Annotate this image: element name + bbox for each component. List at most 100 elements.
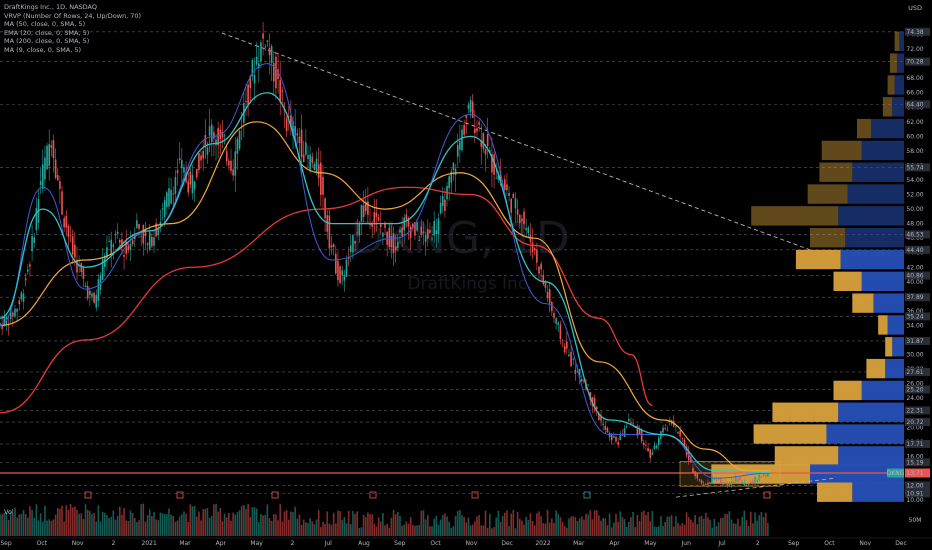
candle-body bbox=[606, 427, 609, 433]
candle-body bbox=[138, 223, 140, 229]
candle-body bbox=[726, 484, 729, 485]
trendline-ascending[interactable] bbox=[675, 477, 836, 498]
vp-up-bar bbox=[826, 424, 904, 444]
candle-body bbox=[245, 101, 247, 102]
candle-body bbox=[375, 212, 378, 218]
volume-bar bbox=[503, 512, 506, 536]
price-tag-bg bbox=[905, 418, 930, 427]
candle-body bbox=[382, 232, 384, 237]
x-tick-label: 2021 bbox=[142, 540, 157, 547]
volume-bar bbox=[420, 510, 423, 536]
legend-indicator-vrvp[interactable]: VRVP (Number Of Rows, 24, Up/Down, 70) bbox=[4, 11, 142, 20]
candle-body bbox=[153, 237, 155, 246]
volume-bar bbox=[495, 517, 498, 536]
volume-bar bbox=[86, 509, 89, 536]
vp-down-bar bbox=[821, 140, 862, 161]
legend-indicator-ma50[interactable]: MA (50, close, 0, SMA, 5) bbox=[4, 20, 86, 29]
event-marker[interactable] bbox=[176, 491, 184, 499]
y-tick-label: 60.00 bbox=[906, 133, 923, 140]
volume-bar bbox=[187, 521, 190, 536]
candle-body bbox=[285, 118, 288, 132]
x-tick-label: Oct bbox=[824, 540, 835, 547]
candle-body bbox=[337, 260, 339, 281]
candle-body bbox=[208, 126, 211, 136]
vp-up-bar bbox=[852, 482, 904, 502]
volume-bar bbox=[666, 516, 669, 536]
candle-body bbox=[356, 232, 358, 234]
x-tick-label: 2 bbox=[290, 540, 294, 547]
candle-body bbox=[206, 147, 209, 155]
x-tick-label: Sep bbox=[0, 540, 12, 547]
vp-down-bar bbox=[887, 75, 895, 95]
candle-body bbox=[407, 218, 410, 227]
price-tag-label: 22.31 bbox=[906, 407, 923, 414]
volume-bar bbox=[95, 521, 98, 536]
candle-body bbox=[474, 128, 476, 134]
legend-indicator-ema20[interactable]: EMA (20, close, 0, SMA, 5) bbox=[4, 28, 90, 37]
volume-bar bbox=[760, 511, 763, 536]
legend-indicator-ma9[interactable]: MA (9, close, 0, SMA, 5) bbox=[4, 45, 82, 54]
price-tag-bg bbox=[905, 458, 930, 467]
volume-bar bbox=[215, 503, 217, 536]
volume-bar bbox=[720, 518, 722, 536]
candle-body bbox=[166, 192, 168, 208]
volume-bar bbox=[101, 512, 104, 536]
volume-bar bbox=[441, 514, 444, 536]
volume-bar bbox=[146, 515, 149, 536]
candle-body bbox=[116, 231, 119, 234]
volume-bar bbox=[347, 510, 350, 536]
candle-body bbox=[414, 222, 416, 236]
candle-body bbox=[583, 380, 585, 382]
event-marker[interactable] bbox=[84, 491, 92, 499]
volume-bar bbox=[414, 525, 416, 536]
candle-body bbox=[610, 433, 613, 441]
price-tag-label: 17.71 bbox=[906, 441, 923, 448]
volume-bar bbox=[439, 519, 442, 536]
event-marker[interactable] bbox=[369, 491, 377, 499]
candle-body bbox=[536, 249, 538, 263]
vp-down-bar bbox=[833, 380, 862, 401]
volume-bar bbox=[384, 525, 386, 536]
volume-bar bbox=[625, 526, 628, 536]
volume-bar bbox=[431, 526, 433, 536]
candle-body bbox=[33, 237, 36, 243]
vp-down-bar bbox=[857, 118, 872, 139]
volume-bar bbox=[151, 515, 153, 536]
vp-down-bar bbox=[772, 402, 839, 422]
candle-body bbox=[67, 225, 70, 237]
volume-bar bbox=[155, 519, 157, 536]
volume-bar bbox=[551, 518, 553, 536]
volume-bar bbox=[258, 521, 260, 536]
candle-body bbox=[431, 238, 433, 240]
candle-body bbox=[506, 184, 508, 191]
volume-bar bbox=[116, 515, 119, 536]
volume-bar bbox=[114, 519, 117, 536]
event-marker[interactable] bbox=[763, 491, 771, 499]
volume-bar bbox=[245, 508, 247, 536]
candle-body bbox=[307, 155, 309, 160]
legend-indicator-ma200[interactable]: MA (200, close, 0, SMA, 5) bbox=[4, 37, 90, 46]
candle-body bbox=[1, 323, 3, 329]
volume-bar bbox=[521, 520, 523, 536]
event-marker[interactable] bbox=[471, 491, 479, 499]
candle-body bbox=[367, 201, 369, 216]
candle-body bbox=[112, 244, 115, 247]
volume-bar bbox=[589, 510, 592, 536]
volume-bar bbox=[330, 524, 333, 536]
candle-body bbox=[163, 200, 166, 218]
y-tick-label: 52.00 bbox=[906, 192, 923, 199]
candle-body bbox=[300, 129, 303, 158]
volume-bar bbox=[206, 507, 209, 536]
volume-bar bbox=[518, 518, 521, 536]
candle-body bbox=[379, 224, 382, 227]
event-marker[interactable] bbox=[271, 491, 279, 499]
volume-bar bbox=[580, 516, 583, 536]
volume-bar bbox=[121, 514, 123, 536]
y-tick-label: 48.00 bbox=[906, 221, 923, 228]
volume-bar bbox=[437, 524, 440, 536]
event-marker[interactable] bbox=[583, 491, 591, 499]
volume-bar bbox=[536, 513, 538, 536]
volume-bar bbox=[474, 521, 476, 536]
candle-body bbox=[183, 167, 185, 173]
